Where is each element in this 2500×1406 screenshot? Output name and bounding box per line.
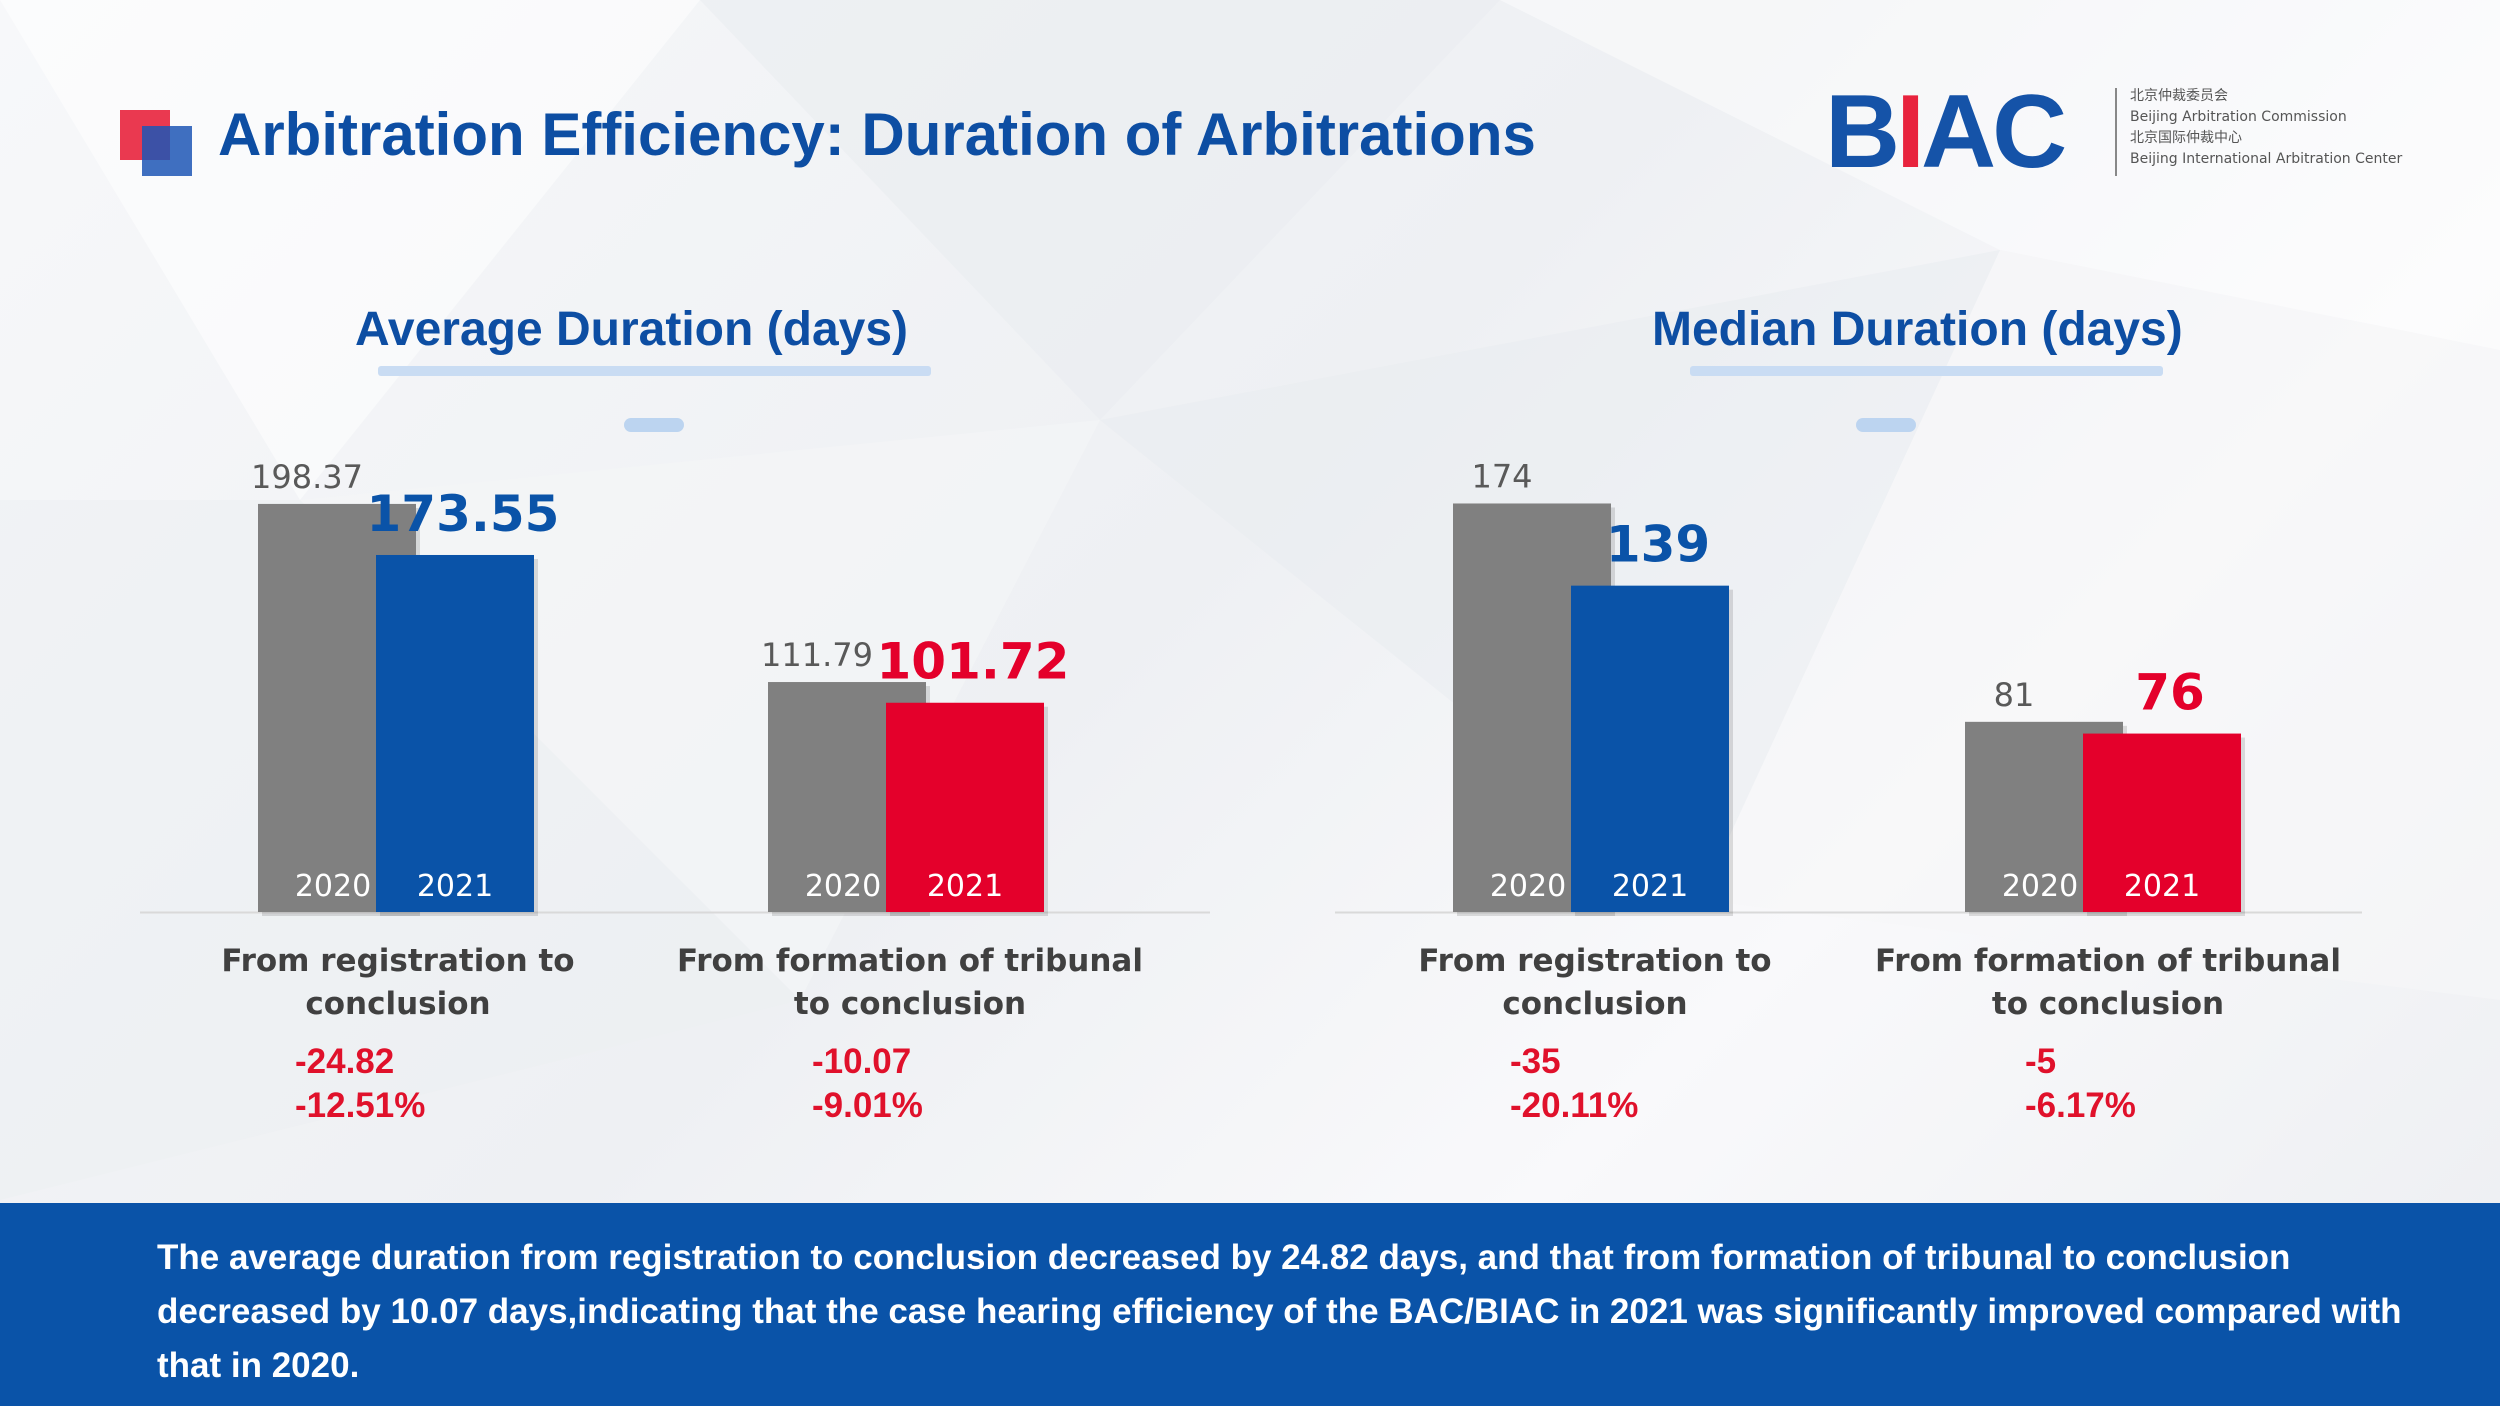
summary-text: The average duration from registration t… — [157, 1238, 2402, 1385]
bar-2021-cat1 — [1571, 585, 1729, 912]
average-title-underline — [378, 366, 931, 376]
median-title-underline — [1690, 366, 2163, 376]
bar-year-label: 2021 — [417, 869, 493, 904]
value-label-2020-cat2: 81 — [1994, 676, 2035, 714]
value-label-2020-cat2: 111.79 — [761, 636, 873, 674]
avg-change-2-days: -10.07 — [812, 1042, 912, 1081]
median-duration-title: Median Duration (days) — [1652, 303, 2183, 356]
logo-text: 北京仲裁委员会 Beijing Arbitration Commission 北… — [2130, 88, 2403, 167]
summary-footer: The average duration from registration t… — [0, 1203, 2500, 1406]
avg-change-1: -24.82 -12.51% — [295, 1040, 425, 1128]
page-title: Arbitration Efficiency: Duration of Arbi… — [218, 101, 1536, 168]
bar-year-label: 2021 — [1612, 869, 1688, 904]
avg-change-1-percent: -12.51% — [295, 1086, 426, 1125]
median-change-2: -5 -6.17% — [2025, 1040, 2136, 1128]
avg-change-2-percent: -9.01% — [812, 1086, 923, 1125]
median-change-2-days: -5 — [2025, 1042, 2057, 1081]
median-change-1-percent: -20.11% — [1510, 1086, 1639, 1125]
value-label-2021-cat2: 101.72 — [877, 633, 1070, 691]
average-duration-title: Average Duration (days) — [355, 303, 909, 356]
avg-category-label-2: From formation of tribunal to conclusion — [677, 943, 1143, 1022]
bar-year-label: 2020 — [295, 869, 371, 904]
average-pill — [624, 418, 684, 432]
median-change-1: -35 -20.11% — [1510, 1040, 1638, 1128]
value-label-2020-cat1: 198.37 — [251, 458, 363, 496]
median-category-label-1: From registration to conclusion — [1418, 943, 1772, 1022]
bar-year-label: 2021 — [927, 869, 1003, 904]
bar-year-label: 2020 — [2002, 869, 2078, 904]
value-label-2021-cat1: 139 — [1606, 516, 1710, 574]
value-label-2021-cat2: 76 — [2135, 664, 2205, 722]
value-label-2020-cat1: 174 — [1471, 457, 1532, 495]
median-change-1-days: -35 — [1510, 1042, 1561, 1081]
median-pill — [1856, 418, 1916, 432]
bar-year-label: 2020 — [805, 869, 881, 904]
avg-change-2: -10.07 -9.01% — [812, 1040, 923, 1128]
median-category-label-2: From formation of tribunal to conclusion — [1875, 943, 2341, 1022]
biac-logo: BIAC 北京仲裁委员会 Beijing Arbitration Commiss… — [1825, 74, 2445, 190]
value-label-2021-cat1: 173.55 — [367, 485, 560, 543]
logo-mark: BIAC — [1825, 74, 2067, 190]
bar-year-label: 2020 — [1490, 869, 1566, 904]
chart-average: 2020 198.37 2021 173.55 2020 111.79 2021 101.72 — [140, 458, 1210, 916]
bar-2021-cat1 — [376, 554, 534, 912]
avg-change-1-days: -24.82 — [295, 1042, 395, 1081]
median-change-2-percent: -6.17% — [2025, 1086, 2136, 1125]
bar-2021-cat2 — [886, 702, 1044, 912]
title-decoration — [120, 110, 200, 180]
avg-category-label-1: From registration to conclusion — [221, 943, 575, 1022]
chart-median: 2020 174 2021 139 2020 81 2021 76 — [1335, 457, 2362, 916]
bar-2021-cat2 — [2083, 733, 2241, 912]
bar-year-label: 2021 — [2124, 869, 2200, 904]
